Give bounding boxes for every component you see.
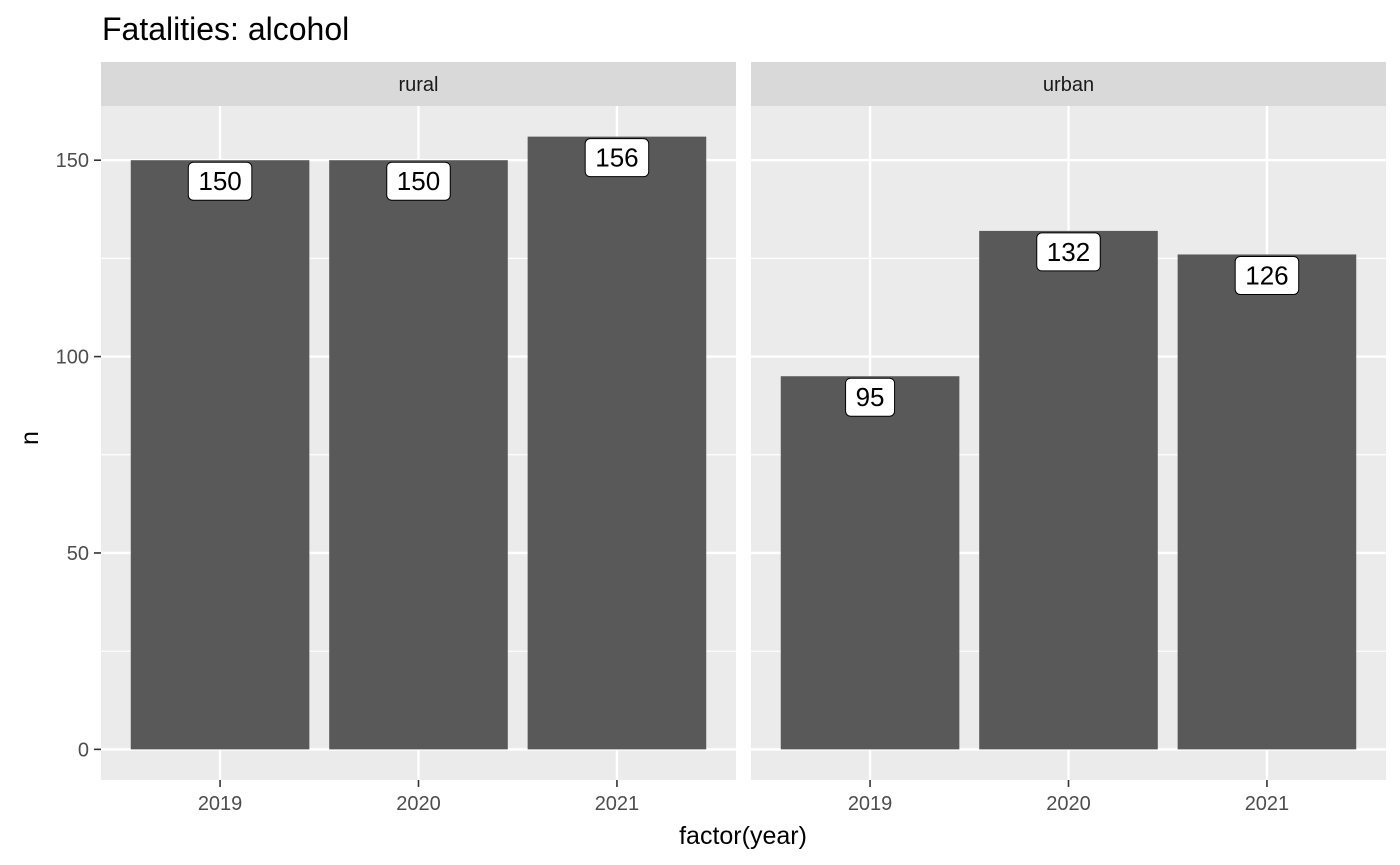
- data-label: 95: [856, 382, 885, 412]
- y-tick-label: 150: [56, 150, 89, 172]
- facet-strip-label: urban: [1043, 74, 1094, 96]
- data-label-box: [187, 161, 253, 201]
- y-axis-title: n: [16, 431, 44, 445]
- data-label: 156: [595, 143, 638, 173]
- data-label-box: [584, 138, 650, 178]
- bar: [527, 136, 707, 750]
- y-tick-label: 100: [56, 347, 89, 369]
- x-tick-label: 2021: [595, 793, 640, 815]
- x-tick-label: 2021: [1245, 793, 1290, 815]
- bar: [130, 160, 310, 750]
- x-tick-label: 2019: [198, 793, 243, 815]
- chart-title: Fatalities: alcohol: [102, 11, 349, 47]
- panel-urban: urban 95 132 126 2019 2020 2021: [751, 62, 1386, 815]
- x-tick-label: 2020: [1046, 793, 1091, 815]
- facet-panels: rural 150 150 156 2019 2020 2021 0 50 100 150 urban…: [56, 62, 1386, 815]
- y-tick-label: 0: [78, 739, 89, 761]
- x-tick-label: 2020: [396, 793, 441, 815]
- data-label: 150: [198, 166, 241, 196]
- data-label-box: [1036, 232, 1101, 272]
- bar: [979, 230, 1158, 750]
- y-tick-label: 50: [67, 543, 89, 565]
- data-label: 132: [1047, 237, 1090, 267]
- data-label-box: [386, 161, 451, 201]
- bar: [329, 160, 508, 750]
- facet-strip-label: rural: [398, 74, 438, 96]
- facet-strip: [101, 62, 736, 106]
- x-tick-label: 2019: [848, 793, 893, 815]
- data-label-box: [845, 377, 896, 417]
- facet-strip: [751, 62, 1386, 106]
- bar: [1177, 254, 1357, 750]
- data-label: 150: [397, 166, 440, 196]
- x-axis-title: factor(year): [679, 822, 807, 850]
- bar: [780, 376, 960, 750]
- data-label: 126: [1245, 260, 1288, 290]
- data-label-box: [1234, 255, 1300, 295]
- panel-rural: rural 150 150 156 2019 2020 2021 0 50 100 150: [56, 62, 736, 815]
